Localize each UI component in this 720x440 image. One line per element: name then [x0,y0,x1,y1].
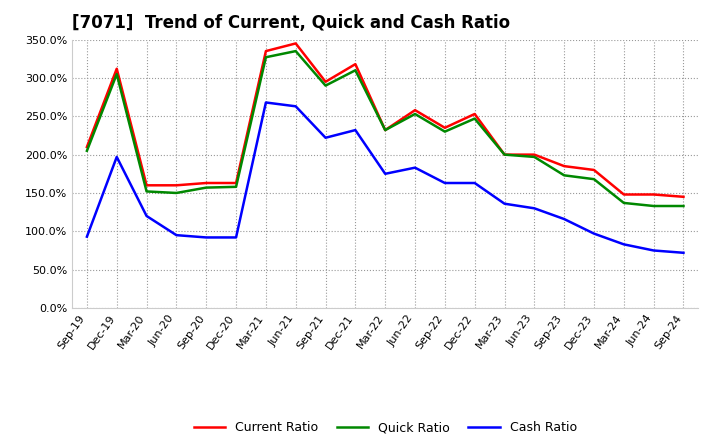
Cash Ratio [470,180,479,186]
Line: Current Ratio: Current Ratio [87,44,683,197]
Current Ratio [381,128,390,133]
Current Ratio [679,194,688,199]
Cash Ratio [143,213,151,219]
Cash Ratio [172,232,181,238]
Current Ratio [441,125,449,130]
Current Ratio [619,192,628,197]
Quick Ratio [381,128,390,133]
Current Ratio [530,152,539,157]
Text: [7071]  Trend of Current, Quick and Cash Ratio: [7071] Trend of Current, Quick and Cash … [72,15,510,33]
Current Ratio [292,41,300,46]
Quick Ratio [470,116,479,121]
Quick Ratio [619,200,628,205]
Cash Ratio [261,100,270,105]
Cash Ratio [83,234,91,239]
Current Ratio [232,180,240,186]
Cash Ratio [500,201,509,206]
Quick Ratio [679,203,688,209]
Cash Ratio [530,205,539,211]
Current Ratio [261,48,270,54]
Quick Ratio [590,176,598,182]
Current Ratio [112,66,121,71]
Current Ratio [143,183,151,188]
Cash Ratio [112,154,121,160]
Quick Ratio [261,55,270,60]
Current Ratio [560,164,569,169]
Quick Ratio [560,172,569,178]
Quick Ratio [232,184,240,190]
Cash Ratio [649,248,658,253]
Cash Ratio [381,171,390,176]
Quick Ratio [172,191,181,196]
Quick Ratio [112,71,121,77]
Current Ratio [410,107,419,113]
Quick Ratio [351,68,360,73]
Cash Ratio [232,235,240,240]
Cash Ratio [202,235,210,240]
Quick Ratio [530,154,539,160]
Quick Ratio [441,129,449,134]
Quick Ratio [143,189,151,194]
Cash Ratio [619,242,628,247]
Quick Ratio [321,83,330,88]
Current Ratio [500,152,509,157]
Current Ratio [83,144,91,150]
Quick Ratio [410,111,419,117]
Current Ratio [172,183,181,188]
Current Ratio [590,167,598,172]
Cash Ratio [679,250,688,256]
Current Ratio [470,111,479,117]
Cash Ratio [441,180,449,186]
Cash Ratio [321,135,330,140]
Quick Ratio [202,185,210,190]
Quick Ratio [292,48,300,54]
Quick Ratio [649,203,658,209]
Current Ratio [351,62,360,67]
Line: Quick Ratio: Quick Ratio [87,51,683,206]
Line: Cash Ratio: Cash Ratio [87,103,683,253]
Cash Ratio [410,165,419,170]
Quick Ratio [83,148,91,154]
Cash Ratio [560,216,569,222]
Current Ratio [649,192,658,197]
Quick Ratio [500,152,509,157]
Current Ratio [321,79,330,84]
Cash Ratio [351,128,360,133]
Cash Ratio [292,104,300,109]
Cash Ratio [590,231,598,236]
Current Ratio [202,180,210,186]
Legend: Current Ratio, Quick Ratio, Cash Ratio: Current Ratio, Quick Ratio, Cash Ratio [189,416,582,439]
